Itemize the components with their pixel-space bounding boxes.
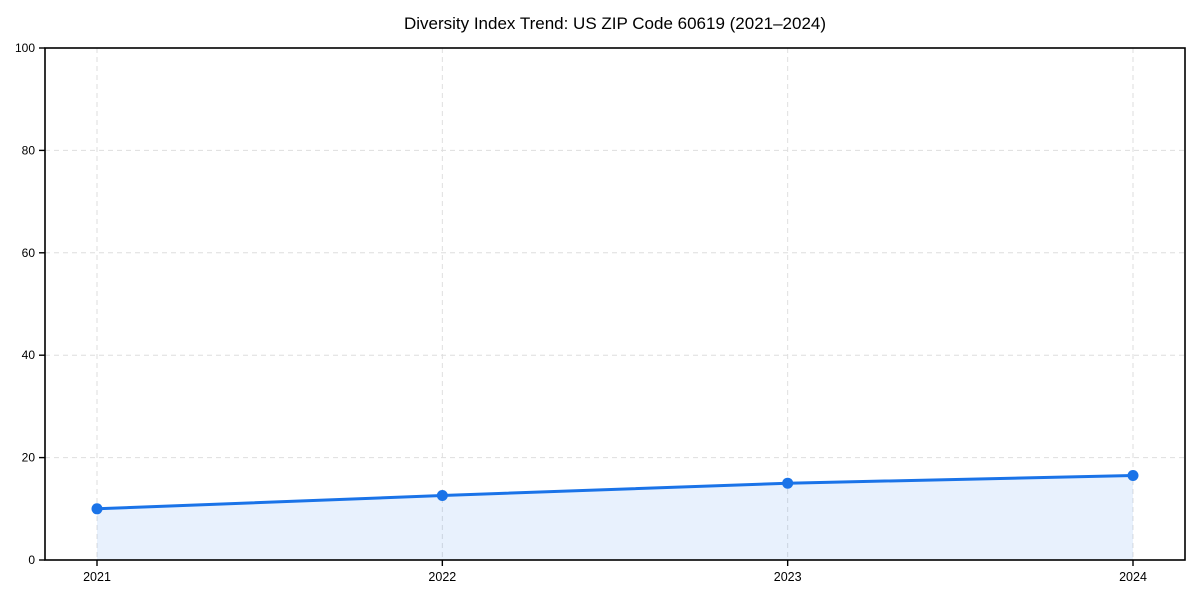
y-tick-label: 20	[22, 451, 36, 465]
data-point-marker	[91, 503, 103, 515]
series-area-fill	[97, 475, 1133, 560]
x-tick-label: 2022	[428, 570, 456, 584]
data-point-marker	[436, 489, 448, 501]
y-tick-label: 100	[15, 41, 35, 55]
data-point-marker	[1127, 470, 1139, 482]
chart-title: Diversity Index Trend: US ZIP Code 60619…	[404, 14, 826, 33]
y-tick-label: 40	[22, 348, 36, 362]
series-line	[95, 474, 1135, 511]
plot-frame	[44, 47, 1186, 561]
y-tick-label: 80	[22, 143, 36, 157]
data-point-marker	[782, 477, 794, 489]
x-tick-label: 2024	[1119, 570, 1147, 584]
x-tick-label: 2023	[774, 570, 802, 584]
y-tick-label: 60	[22, 246, 36, 260]
x-tick-label: 2021	[83, 570, 111, 584]
plot-area-background	[45, 48, 1185, 560]
y-tick-label: 0	[28, 553, 35, 567]
